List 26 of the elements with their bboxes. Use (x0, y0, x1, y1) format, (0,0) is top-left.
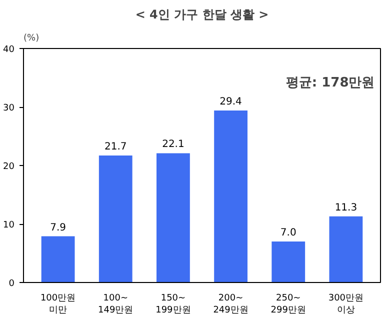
data-label: 11.3 (334, 202, 358, 214)
x-tick-label: 200~ 249만원 (213, 294, 248, 316)
data-label: 29.4 (220, 96, 242, 108)
x-tick-label: 150~ 199만원 (156, 294, 191, 316)
data-label: 7.0 (280, 228, 296, 239)
chart-title: < 4인 가구 한달 생활 > (135, 8, 269, 22)
data-label: 7.9 (50, 222, 66, 234)
bar (214, 110, 248, 282)
annotation: 평균: 178만원 (286, 76, 375, 91)
data-label: 21.7 (104, 142, 127, 153)
bar (329, 216, 363, 282)
bar (272, 242, 306, 282)
bar (41, 236, 75, 282)
x-tick-label: 300만원 이상 (328, 294, 364, 316)
y-tick-label: 10 (3, 220, 15, 230)
x-tick-label: 100~ 149만원 (98, 294, 134, 316)
data-label: 22.1 (162, 139, 184, 150)
y-tick-label: 40 (3, 45, 15, 55)
bar (156, 153, 190, 282)
y-tick-label: 20 (3, 162, 15, 172)
x-tick-label: 100만원 미만 (40, 294, 76, 316)
bar (98, 156, 132, 282)
y-tick-label: 0 (8, 279, 15, 289)
y-tick-label: 30 (3, 104, 15, 114)
y-axis-title: (%) (24, 34, 40, 44)
x-tick-label: 250~ 299만원 (270, 294, 306, 316)
